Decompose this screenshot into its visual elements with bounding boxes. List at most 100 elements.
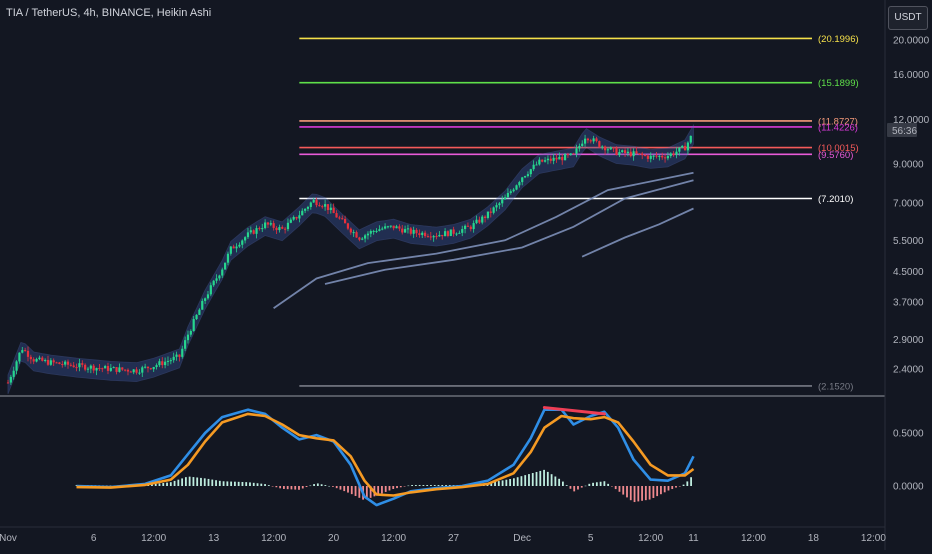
candle-body (158, 361, 161, 366)
histogram-bar (301, 486, 304, 489)
candle-body (184, 340, 187, 349)
histogram-bar (433, 485, 436, 486)
candle-body (172, 356, 175, 361)
candle-body (266, 222, 270, 225)
candle-body (318, 205, 321, 207)
candle-body (381, 228, 384, 230)
candle-body (441, 234, 444, 237)
histogram-bar (430, 485, 432, 486)
candle-body (521, 177, 524, 183)
candle-body (249, 230, 252, 233)
price-tick-label: 7.0000 (893, 198, 924, 209)
histogram-bar (166, 482, 168, 486)
candle-body (61, 364, 64, 366)
candle-body (246, 232, 250, 238)
candle-body (635, 151, 638, 154)
histogram-bar (290, 486, 293, 490)
histogram-bar (339, 486, 342, 490)
candle-body (241, 240, 244, 245)
histogram-bar (573, 486, 576, 492)
candle-body (535, 164, 538, 166)
candle-body (461, 229, 464, 233)
candle-body (321, 206, 324, 208)
candle-body (329, 207, 332, 211)
histogram-bar (682, 484, 685, 486)
candle-body (569, 153, 572, 155)
candle-body (498, 203, 501, 206)
histogram-bar (407, 485, 410, 487)
candle-body (543, 160, 547, 162)
candle-body (46, 359, 50, 365)
fib-level-label: (7.2010) (818, 194, 853, 205)
price-tick-label: 16.0000 (893, 70, 930, 81)
candle-body (149, 368, 152, 370)
candle-body (101, 368, 104, 370)
candle-body (481, 216, 484, 223)
candle-body (238, 244, 241, 247)
candle-body (78, 363, 81, 368)
histogram-bar (543, 469, 545, 486)
candle-body (201, 300, 204, 310)
candle-body (304, 208, 307, 211)
candle-body (138, 372, 141, 374)
candle-body (678, 147, 681, 152)
candle-body (235, 246, 238, 249)
candle-body (215, 278, 218, 281)
histogram-bar (528, 474, 530, 486)
candle-body (15, 361, 18, 371)
candle-body (224, 262, 227, 270)
histogram-bar (565, 485, 568, 486)
fib-level-label: (2.1520) (818, 381, 853, 392)
candle-body (44, 359, 47, 361)
candle-body (338, 217, 341, 219)
histogram-bar (490, 482, 493, 486)
time-tick-label: 27 (448, 533, 460, 544)
candle-body (272, 223, 275, 228)
time-tick-label: 12:00 (141, 533, 166, 544)
candle-body (598, 141, 601, 147)
candle-body (306, 206, 310, 209)
currency-button[interactable]: USDT (888, 6, 928, 30)
histogram-bar (230, 481, 233, 486)
histogram-bar (184, 477, 187, 486)
symbol-title: TIA / TetherUS, 4h, BINANCE, Heikin Ashi (6, 7, 212, 19)
candle-body (681, 145, 684, 148)
candle-body (295, 216, 298, 219)
histogram-bar (494, 481, 496, 486)
candle-body (652, 155, 655, 157)
histogram-bar (203, 478, 206, 486)
candle-body (375, 230, 378, 232)
candle-body (623, 150, 627, 154)
histogram-bar (298, 486, 300, 490)
histogram-bar (656, 486, 659, 497)
histogram-bar (546, 471, 549, 486)
candle-body (583, 138, 587, 144)
candle-body (575, 148, 578, 154)
candle-body (386, 226, 390, 228)
histogram-bar (663, 486, 666, 493)
candle-body (218, 275, 221, 279)
histogram-bar (316, 483, 319, 486)
candle-body (258, 228, 261, 230)
candle-body (335, 213, 338, 218)
candle-body (401, 228, 404, 233)
candle-body (195, 314, 198, 320)
histogram-bar (377, 486, 380, 495)
time-tick-label: 6 (91, 533, 97, 544)
histogram-bar (558, 478, 561, 486)
candle-body (286, 222, 290, 230)
candle-body (689, 135, 692, 143)
histogram-bar (169, 482, 172, 486)
candle-body (363, 235, 367, 239)
histogram-bar (350, 486, 353, 495)
candle-body (361, 238, 364, 240)
moving-average-line (324, 179, 694, 285)
candle-body (683, 145, 687, 151)
candle-body (392, 225, 395, 229)
candle-body (38, 357, 41, 360)
candle-body (32, 359, 35, 362)
candle-body (489, 211, 492, 213)
candle-body (324, 204, 327, 207)
histogram-bar (320, 484, 323, 486)
